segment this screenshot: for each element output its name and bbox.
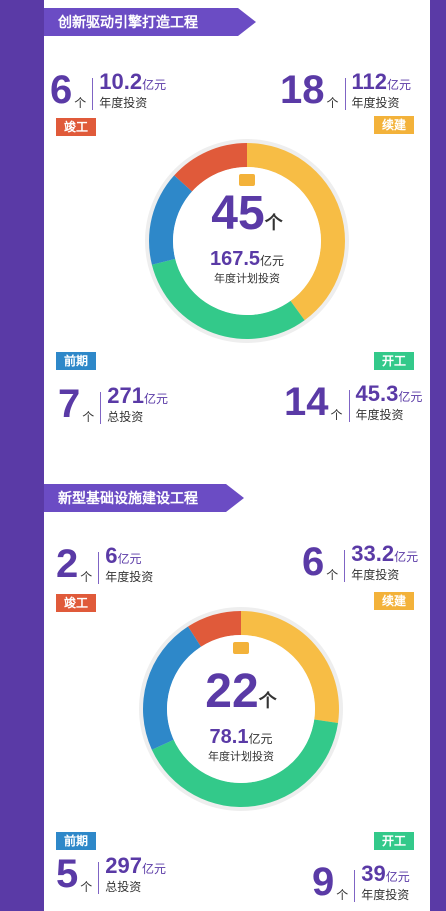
tag-completed: 竣工 xyxy=(56,118,97,136)
divider xyxy=(100,392,102,424)
divider xyxy=(344,550,346,582)
donut-slice-completed xyxy=(174,143,247,192)
center-plan: 78.1亿元 xyxy=(209,726,273,748)
tag-completed: 竣工 xyxy=(56,594,97,612)
tag-prelim: 前期 xyxy=(56,352,97,370)
amount-label: 年度投资 xyxy=(355,408,404,422)
stat-started: 14 个 45.3亿元 年度投资 xyxy=(284,382,422,422)
right-border xyxy=(430,0,446,911)
donut-slice-started xyxy=(151,258,305,339)
amount-label: 年度投资 xyxy=(361,888,410,902)
count-unit: 个 xyxy=(80,570,93,584)
donut-slice-continued xyxy=(241,611,339,723)
amount-block: 6亿元 年度投资 xyxy=(105,543,154,585)
count-unit: 个 xyxy=(326,96,339,110)
amount: 39亿元 xyxy=(361,861,410,886)
count-unit: 个 xyxy=(80,880,93,894)
amount: 6亿元 xyxy=(105,543,142,568)
stat-completed: 6 个 10.2亿元 年度投资 xyxy=(50,70,166,110)
amount: 297亿元 xyxy=(105,853,166,878)
amount-label: 总投资 xyxy=(107,410,144,424)
donut-chart-1 xyxy=(145,139,349,343)
divider xyxy=(344,78,346,110)
divider xyxy=(98,552,100,584)
tag-started: 开工 xyxy=(374,352,415,370)
count-value: 6 xyxy=(50,68,73,112)
count-unit: 个 xyxy=(82,410,95,424)
donut-slice-prelim xyxy=(149,175,193,265)
divider xyxy=(354,870,356,902)
count-value: 2 xyxy=(56,542,79,586)
amount-label: 总投资 xyxy=(105,880,142,894)
stat-started: 9 个 39亿元 年度投资 xyxy=(312,862,410,902)
count-value: 18 xyxy=(280,68,325,112)
divider xyxy=(92,78,94,110)
count-value: 14 xyxy=(284,380,329,424)
center-count: 22个 xyxy=(205,665,277,718)
amount: 45.3亿元 xyxy=(355,381,423,406)
amount-block: 112亿元 年度投资 xyxy=(351,69,412,111)
center-summary: 45个 167.5亿元 年度计划投资 xyxy=(177,187,317,286)
stat-prelim: 7 个 271亿元 总投资 xyxy=(58,384,168,424)
tag-started: 开工 xyxy=(374,832,415,850)
tag-continued: 续建 xyxy=(374,116,415,134)
count-unit: 个 xyxy=(330,408,343,422)
amount-block: 33.2亿元 年度投资 xyxy=(351,541,419,583)
amount-block: 271亿元 总投资 xyxy=(107,383,168,425)
donut-chart-2 xyxy=(139,607,343,811)
count-value: 9 xyxy=(312,860,335,904)
donut-slice-prelim xyxy=(143,626,201,750)
tag-continued: 续建 xyxy=(374,592,415,610)
stat-continued: 6 个 33.2亿元 年度投资 xyxy=(302,542,418,582)
stat-continued: 18 个 112亿元 年度投资 xyxy=(280,70,411,110)
count-value: 7 xyxy=(58,382,81,426)
amount-label: 年度投资 xyxy=(351,96,400,110)
amount-label: 年度投资 xyxy=(99,96,148,110)
section-title: 创新驱动引擎打造工程 xyxy=(44,8,256,36)
amount: 112亿元 xyxy=(351,69,412,94)
donut-slice-completed xyxy=(188,611,241,647)
tag-prelim: 前期 xyxy=(56,832,97,850)
donut-hole xyxy=(173,167,321,315)
stat-completed: 2 个 6亿元 年度投资 xyxy=(56,544,153,584)
center-summary: 22个 78.1亿元 年度计划投资 xyxy=(171,665,311,764)
count-unit: 个 xyxy=(326,568,339,582)
center-caption: 年度计划投资 xyxy=(214,273,280,285)
left-border xyxy=(0,0,44,911)
count-unit: 个 xyxy=(74,96,87,110)
divider xyxy=(348,390,350,422)
folder-icon xyxy=(233,642,249,654)
center-caption: 年度计划投资 xyxy=(208,751,274,763)
amount-block: 10.2亿元 年度投资 xyxy=(99,69,167,111)
center-count: 45个 xyxy=(211,187,283,240)
amount-block: 297亿元 总投资 xyxy=(105,853,166,895)
amount-block: 39亿元 年度投资 xyxy=(361,861,410,903)
content-page: 创新驱动引擎打造工程 6 个 10.2亿元 年度投资 竣工 18 个 112亿元… xyxy=(44,0,430,911)
amount: 10.2亿元 xyxy=(99,69,167,94)
donut-hole xyxy=(167,635,315,783)
divider xyxy=(98,862,100,894)
amount-block: 45.3亿元 年度投资 xyxy=(355,381,423,423)
amount-label: 年度投资 xyxy=(105,570,154,584)
amount: 33.2亿元 xyxy=(351,541,419,566)
amount-label: 年度投资 xyxy=(351,568,400,582)
count-unit: 个 xyxy=(336,888,349,902)
donut-slice-started xyxy=(151,719,339,807)
section-title: 新型基础设施建设工程 xyxy=(44,484,244,512)
amount: 271亿元 xyxy=(107,383,168,408)
count-value: 5 xyxy=(56,852,79,896)
stat-prelim: 5 个 297亿元 总投资 xyxy=(56,854,166,894)
count-value: 6 xyxy=(302,540,325,584)
center-plan: 167.5亿元 xyxy=(209,248,285,270)
donut-slice-continued xyxy=(247,143,345,321)
folder-icon xyxy=(239,174,255,186)
